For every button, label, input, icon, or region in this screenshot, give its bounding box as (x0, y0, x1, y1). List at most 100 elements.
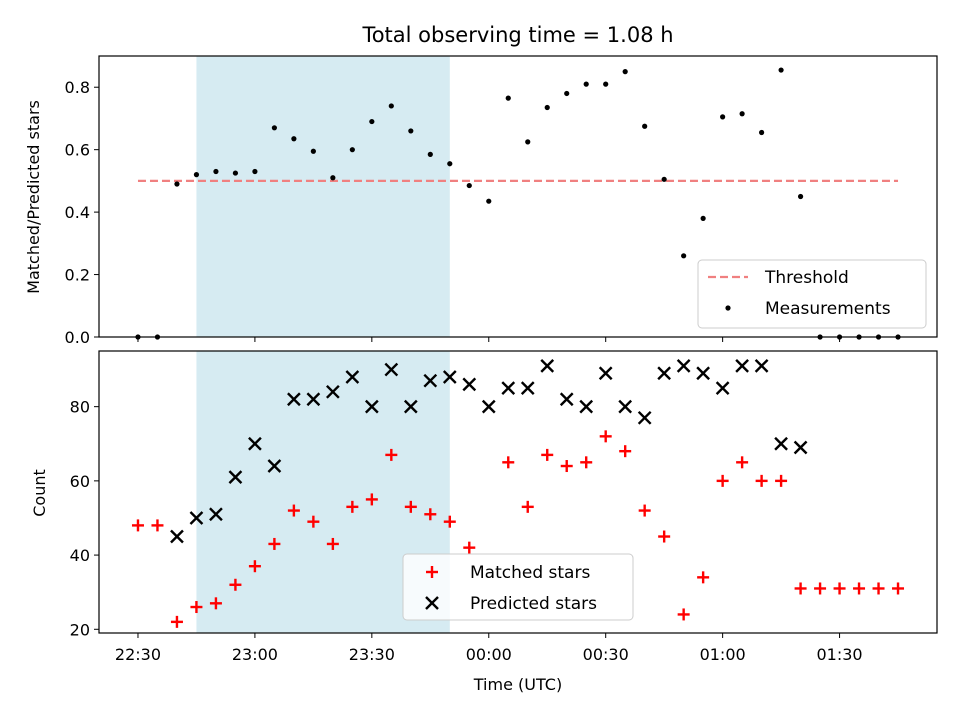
measurement-point (174, 181, 180, 187)
predicted-star-point (637, 410, 652, 425)
matched-star-point (892, 582, 905, 595)
predicted-star-point (715, 381, 730, 395)
matched-stars-legend-label: Matched stars (470, 563, 590, 583)
bottom-y-axis: 20 40 60 80 (70, 398, 99, 639)
predicted-star-point (442, 370, 457, 384)
top-y-tick-label: 0.2 (65, 266, 90, 285)
bottom-y-tick-label: 40 (70, 546, 90, 565)
matched-star-point (190, 601, 203, 614)
measurement-point (681, 253, 687, 259)
matched-star-point (131, 519, 144, 532)
top-axes-frame (98, 55, 938, 338)
matched-star-point (736, 456, 749, 469)
matched-star-point (229, 578, 242, 591)
bottom-y-axis-label: Count (30, 469, 49, 517)
measurement-point (505, 95, 511, 101)
bottom-legend: Matched stars Predicted stars (402, 553, 634, 621)
measurement-point (193, 172, 200, 178)
matched-star-point (853, 582, 866, 595)
bottom-legend-box (402, 553, 634, 621)
matched-star-point (833, 582, 846, 595)
measurement-point (759, 129, 765, 136)
measurement-point (369, 118, 375, 125)
bottom-panel: 20 40 60 80 22:30 23:00 23:30 00:00 00:30 01:00 0… (30, 350, 938, 694)
measurement-point (661, 176, 667, 182)
measurement-point (310, 148, 316, 154)
measurement-point (252, 168, 258, 175)
top-x-ticks (137, 337, 841, 342)
matched-star-point (326, 537, 339, 550)
matched-star-point (365, 493, 378, 506)
measurement-point (486, 198, 492, 204)
matched-star-point (560, 460, 573, 473)
matched-star-point (268, 537, 281, 550)
matched-star-point (248, 560, 261, 573)
bottom-y-tick-label: 20 (70, 620, 90, 639)
measurement-point (720, 114, 726, 120)
top-y-axis: 0.0 0.2 0.4 0.6 0.8 (65, 78, 99, 347)
matched-star-point (170, 615, 183, 628)
measurement-point (642, 123, 648, 129)
predicted-star-point (384, 362, 399, 377)
top-observing-interval-shade (196, 56, 450, 337)
top-legend-box (697, 259, 927, 329)
top-y-tick-label: 0.0 (65, 328, 90, 347)
predicted-star-point (462, 377, 477, 392)
measurement-point (408, 128, 414, 134)
top-y-axis-label: Matched/Predicted stars (24, 100, 43, 294)
matched-star-point (404, 500, 417, 513)
measurement-point (427, 151, 433, 157)
predicted-star-point (423, 373, 438, 388)
matched-star-point (599, 430, 612, 443)
measurement-point (213, 168, 219, 175)
x-tick-label: 23:00 (232, 645, 278, 664)
measurement-point (603, 81, 609, 87)
measurement-point (232, 170, 239, 176)
predicted-star-point (403, 399, 418, 414)
top-y-tick-label: 0.8 (65, 78, 90, 97)
predicted-stars-legend-label: Predicted stars (470, 594, 597, 614)
predicted-star-point (676, 358, 691, 373)
matched-star-point (541, 448, 554, 461)
matched-star-point (775, 474, 788, 487)
predicted-star-point (481, 399, 496, 414)
predicted-star-point (579, 399, 594, 414)
predicted-star-point (267, 459, 282, 473)
matched-star-point (677, 608, 690, 621)
matched-star-point (638, 504, 651, 517)
measurement-point (330, 175, 336, 181)
predicted-star-point (364, 399, 379, 414)
bottom-axes-frame (98, 350, 938, 634)
measurement-point (797, 193, 804, 200)
matched-star-point (697, 571, 710, 584)
x-tick-label: 01:30 (817, 645, 863, 664)
measurement-point (349, 147, 355, 153)
x-tick-label: 00:30 (583, 645, 629, 664)
bottom-y-tick-label: 60 (70, 472, 90, 491)
matched-star-point (502, 456, 515, 469)
matched-star-point (443, 515, 456, 528)
matched-star-point (424, 508, 437, 521)
predicted-stars-legend-swatch (425, 596, 439, 610)
predicted-star-point (501, 381, 516, 395)
matched-star-point (151, 519, 164, 532)
matched-star-point (287, 504, 300, 517)
predicted-star-point (345, 370, 360, 384)
measurement-point (271, 125, 277, 131)
measurement-point (622, 69, 628, 75)
matched-star-point (814, 582, 827, 595)
predicted-star-point (287, 392, 301, 407)
measurement-point (700, 215, 706, 221)
predicted-star-point (540, 358, 555, 373)
matched-star-point (307, 515, 320, 528)
predicted-star-point (657, 366, 672, 381)
measurements-points (135, 67, 901, 340)
predicted-star-point (618, 399, 633, 414)
matched-star-point (463, 541, 476, 554)
matched-star-point (755, 474, 768, 487)
predicted-stars-points (170, 358, 808, 544)
measurement-point (583, 81, 589, 87)
measurement-point (739, 111, 745, 117)
predicted-star-point (209, 507, 223, 522)
